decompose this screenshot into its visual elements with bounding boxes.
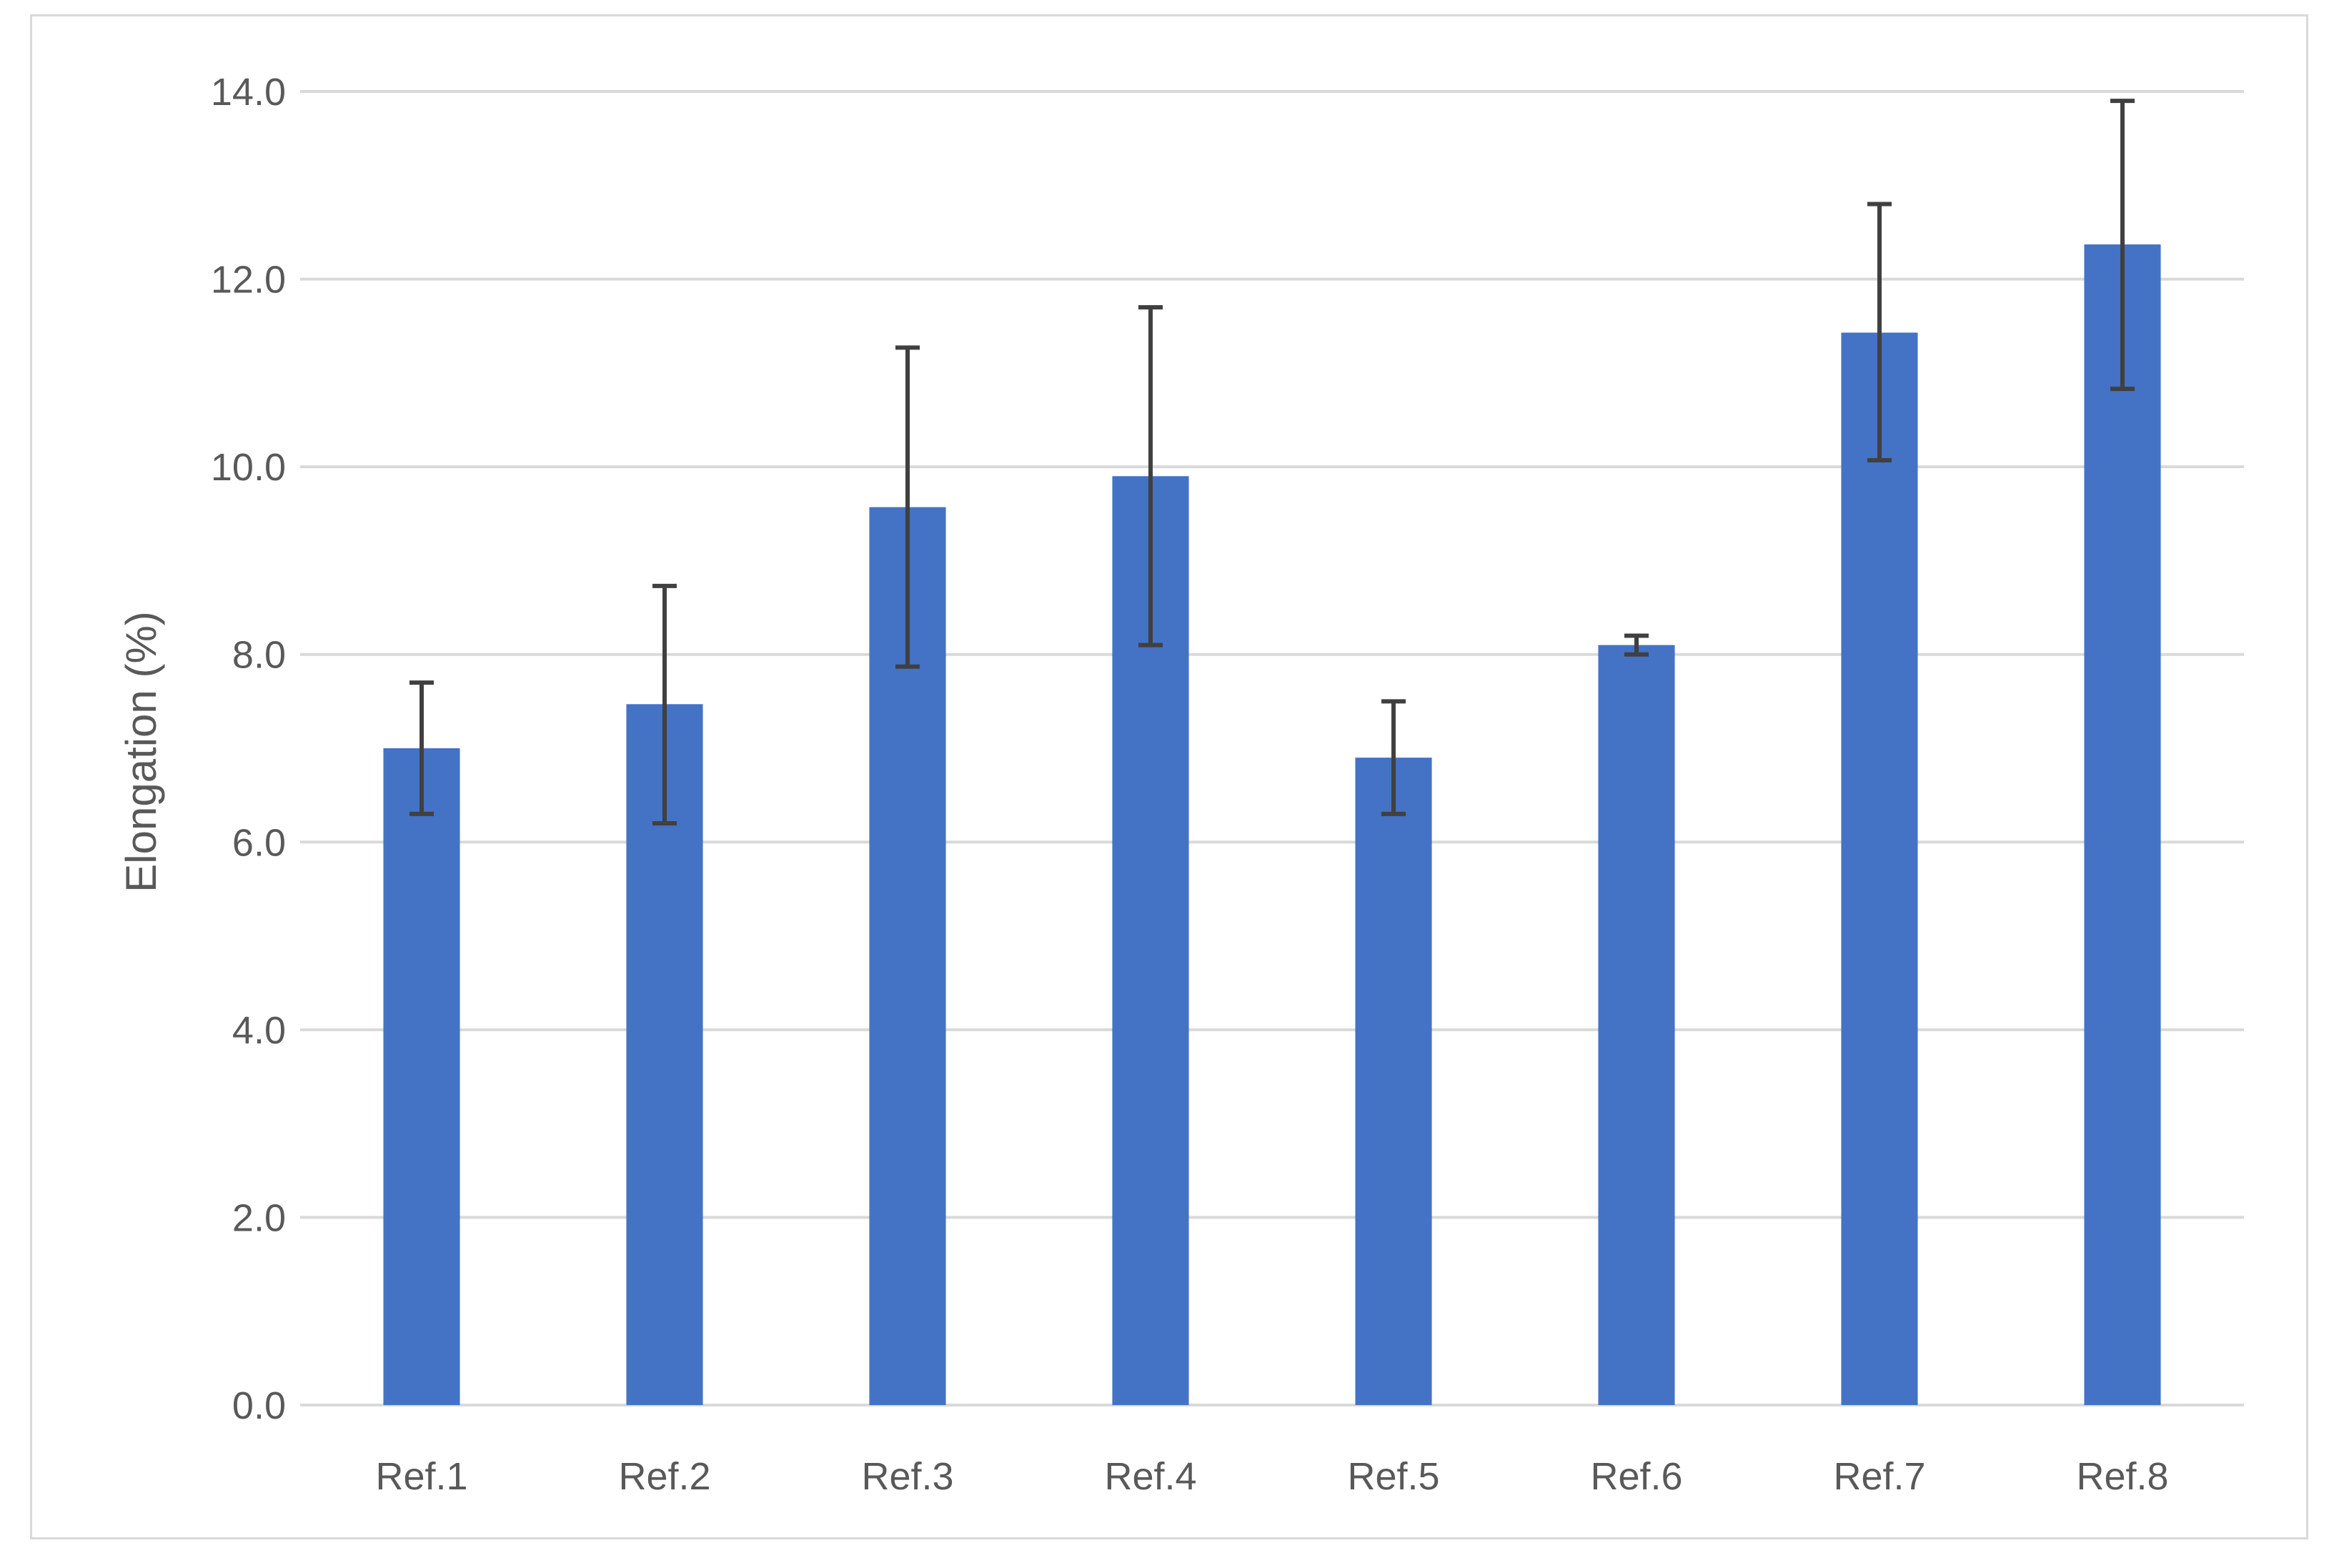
bars (383, 244, 2161, 1405)
bar-ref7 (1841, 332, 1918, 1405)
error-bar (652, 583, 677, 826)
bar-ref8 (2084, 244, 2161, 1405)
y-tick-label: 2.0 (232, 1196, 286, 1239)
bar-ref1 (383, 748, 460, 1405)
error-bar (1138, 304, 1163, 647)
error-bar (895, 345, 920, 669)
error-bar (1867, 202, 1892, 462)
y-axis-title: Elongation (%) (117, 611, 165, 893)
bar-ref6 (1598, 645, 1675, 1405)
y-axis-tick-labels: 0.0 2.0 4.0 6.0 8.0 10.0 12.0 14.0 (211, 71, 286, 1427)
x-tick-label: Ref.7 (1833, 1455, 1925, 1498)
gridlines (300, 90, 2244, 1406)
error-bar (1624, 633, 1649, 657)
error-bar (2110, 99, 2135, 392)
y-tick-label: 10.0 (211, 446, 286, 489)
y-tick-label: 0.0 (232, 1384, 286, 1427)
error-bar (1381, 699, 1406, 816)
x-tick-label: Ref.1 (375, 1455, 467, 1498)
error-bars (409, 99, 2135, 826)
x-tick-label: Ref.6 (1590, 1455, 1682, 1498)
y-tick-label: 4.0 (232, 1009, 286, 1052)
bar-ref5 (1355, 758, 1432, 1405)
x-tick-label: Ref.8 (2076, 1455, 2168, 1498)
y-tick-label: 12.0 (211, 259, 286, 302)
y-tick-label: 14.0 (211, 71, 286, 114)
x-tick-label: Ref.5 (1347, 1455, 1439, 1498)
x-axis-tick-labels: Ref.1 Ref.2 Ref.3 Ref.4 Ref.5 Ref.6 Ref.7 Ref.8 (375, 1455, 2168, 1498)
x-tick-label: Ref.2 (618, 1455, 710, 1498)
error-bar (409, 680, 434, 816)
x-tick-label: Ref.3 (861, 1455, 953, 1498)
y-tick-label: 6.0 (232, 821, 286, 864)
y-tick-label: 8.0 (232, 634, 286, 677)
x-tick-label: Ref.4 (1104, 1455, 1196, 1498)
